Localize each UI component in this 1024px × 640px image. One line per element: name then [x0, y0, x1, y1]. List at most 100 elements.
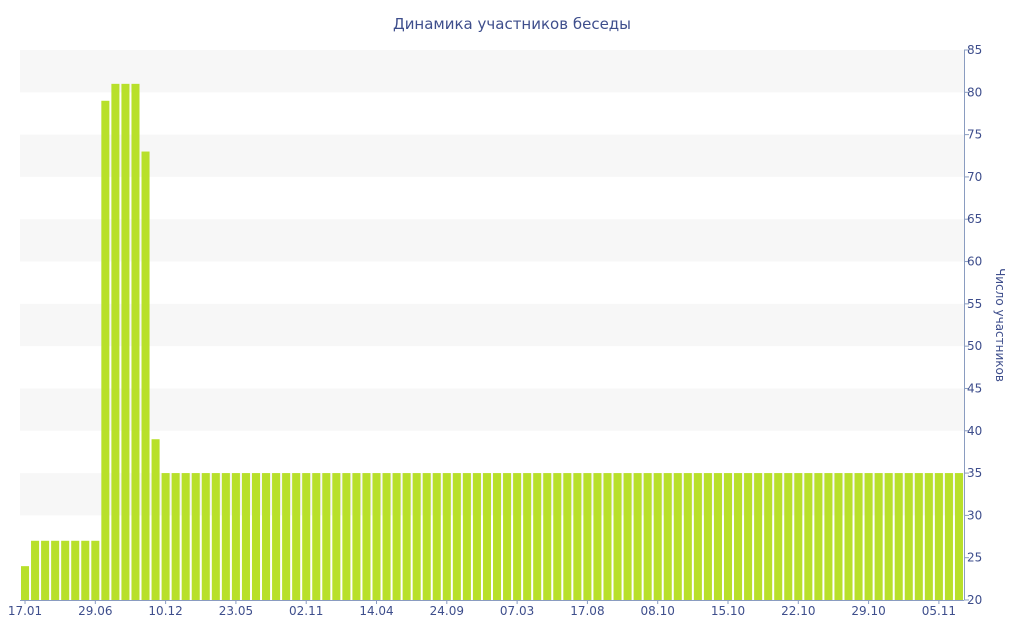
bar	[784, 473, 793, 600]
y-tick-label: 45	[967, 381, 982, 395]
bar	[864, 473, 873, 600]
y-tick-label: 20	[967, 593, 982, 607]
bar	[322, 473, 331, 600]
y-tick-label: 70	[967, 170, 982, 184]
bar-series	[21, 83, 963, 601]
bar	[262, 473, 271, 600]
bar	[211, 473, 220, 600]
grid-band	[20, 219, 964, 262]
bar	[332, 473, 341, 600]
bar	[362, 473, 371, 600]
bar	[774, 473, 783, 600]
bar	[171, 473, 180, 600]
bar	[201, 473, 210, 600]
x-axis: 17.01 29.06 10.12 23.05 02.11 14.04 24.09 07.03…	[8, 600, 964, 618]
y-tick-label: 50	[967, 339, 982, 353]
grid-band	[20, 50, 964, 93]
bar	[954, 473, 963, 600]
bar	[302, 473, 311, 600]
bar	[533, 473, 542, 600]
bar	[673, 473, 682, 600]
bar	[503, 473, 512, 600]
bar	[241, 473, 250, 600]
bar	[613, 473, 622, 600]
bar	[472, 473, 481, 600]
bar	[412, 473, 421, 600]
x-tick-label: 14.04	[359, 604, 393, 618]
bar	[643, 473, 652, 600]
bar	[382, 473, 391, 600]
x-tick-label: 23.05	[219, 604, 253, 618]
bar	[151, 439, 160, 600]
bar	[292, 473, 301, 600]
bar	[633, 473, 642, 600]
bar	[21, 566, 30, 600]
bar	[824, 473, 833, 600]
x-tick-label: 15.10	[711, 604, 745, 618]
x-tick-label: 29.10	[851, 604, 885, 618]
bar	[653, 473, 662, 600]
grid-bands	[20, 50, 964, 516]
bar	[834, 473, 843, 600]
bar	[111, 83, 120, 601]
bar	[462, 473, 471, 600]
bar	[81, 540, 90, 600]
bar	[31, 540, 40, 600]
bar	[513, 473, 522, 600]
y-tick-label: 80	[967, 85, 982, 99]
bar	[482, 473, 491, 600]
bar	[432, 473, 441, 600]
bar	[804, 473, 813, 600]
bar	[493, 473, 502, 600]
bar	[583, 473, 592, 600]
x-tick-label: 24.09	[430, 604, 464, 618]
bar	[603, 473, 612, 600]
grid-band	[20, 303, 964, 347]
bar	[623, 473, 632, 600]
bar	[944, 473, 953, 600]
bar	[683, 473, 692, 600]
bar	[693, 473, 702, 600]
bar	[794, 473, 803, 600]
bar	[543, 473, 552, 600]
bar	[392, 473, 401, 600]
bar	[452, 473, 461, 600]
bar	[41, 540, 50, 600]
x-tick-label: 10.12	[148, 604, 182, 618]
bar	[71, 540, 80, 600]
bar	[221, 473, 230, 600]
x-tick-label: 05.11	[922, 604, 956, 618]
x-tick-label: 17.01	[8, 604, 42, 618]
bar	[312, 473, 321, 600]
bar	[573, 473, 582, 600]
y-tick-label: 75	[967, 128, 982, 142]
bar	[523, 473, 532, 600]
bar	[744, 473, 753, 600]
y-tick-label: 35	[967, 466, 982, 480]
x-tick-label: 07.03	[500, 604, 534, 618]
bar	[734, 473, 743, 600]
bar	[161, 473, 170, 600]
y-tick-label: 65	[967, 212, 982, 226]
bar	[251, 473, 261, 600]
x-tick-label: 29.06	[78, 604, 112, 618]
bar	[342, 473, 351, 600]
bar	[372, 473, 381, 600]
bar	[61, 540, 70, 600]
bar	[282, 473, 291, 600]
grid-band	[20, 134, 964, 177]
bar	[713, 473, 722, 600]
bar	[181, 473, 190, 600]
bar	[854, 473, 863, 600]
y-tick-label: 25	[967, 551, 982, 565]
grid-band	[20, 388, 964, 431]
bar	[814, 473, 823, 600]
chart-title: Динамика участников беседы	[393, 15, 631, 33]
bar	[904, 473, 913, 600]
bar	[723, 473, 733, 600]
bar	[191, 473, 200, 600]
bar	[663, 473, 672, 600]
bar	[844, 473, 853, 600]
bar	[764, 473, 773, 600]
y-tick-label: 55	[967, 297, 982, 311]
